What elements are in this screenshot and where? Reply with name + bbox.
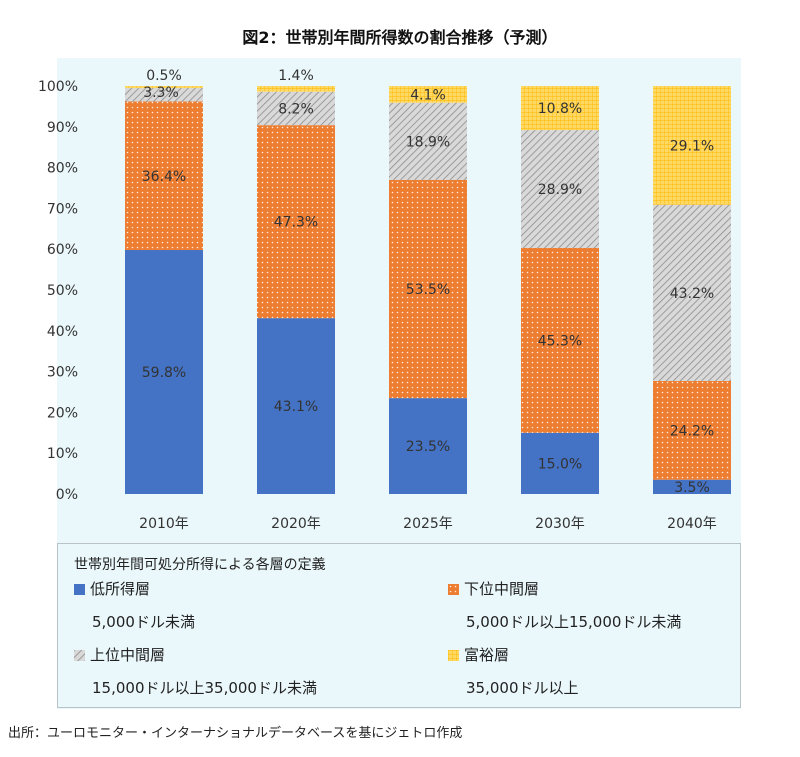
legend-label-low: 低所得層 [90, 580, 151, 598]
legend-box: 世帯別年間可処分所得による各層の定義 低所得層 5,000ドル未満 下位中間層 … [57, 543, 741, 708]
bar-segment-low [653, 479, 731, 494]
data-label: 47.3% [274, 215, 318, 231]
source-note: 出所：ユーロモニター・インターナショナルデータベースを基にジェトロ作成 [8, 726, 463, 741]
y-tick-label: 10% [47, 446, 78, 462]
data-label: 24.2% [670, 423, 714, 439]
data-label: 45.3% [538, 333, 582, 349]
legend-label-lower-middle: 下位中間層 [464, 580, 540, 598]
legend-desc-lower-middle: 5,000ドル以上15,000ドル未満 [466, 613, 682, 631]
bar-segment-upper-middle [653, 204, 731, 381]
data-label: 28.9% [538, 182, 582, 198]
data-label: 3.3% [143, 85, 179, 101]
bar-segment-low [521, 432, 599, 494]
x-tick-label: 2010年 [139, 516, 189, 532]
bar-segment-wealthy [257, 86, 335, 92]
y-tick-label: 0% [56, 487, 78, 503]
bar-segment-upper-middle [257, 91, 335, 126]
y-tick-label: 30% [47, 365, 78, 381]
x-tick-label: 2020年 [271, 516, 321, 532]
data-label: 43.2% [670, 286, 714, 302]
legend-desc-low: 5,000ドル未満 [92, 613, 195, 631]
chart-title: 図2：世帯別年間所得数の割合推移（予測） [242, 28, 558, 47]
data-label: 10.8% [538, 101, 582, 117]
y-tick-label: 80% [47, 161, 78, 177]
legend-item-upper-middle: 上位中間層 [74, 644, 165, 665]
bar-segment-lower-middle [653, 380, 731, 480]
legend-label-wealthy: 富裕層 [464, 646, 510, 664]
bar-segment-lower-middle [257, 125, 335, 319]
y-tick-label: 20% [47, 405, 78, 421]
data-label: 8.2% [278, 101, 314, 117]
y-tick-label: 70% [47, 201, 78, 217]
data-label: 59.8% [142, 365, 186, 381]
data-label: 23.5% [406, 439, 450, 455]
data-label: 3.5% [674, 480, 710, 496]
bar-segment-wealthy [653, 86, 731, 205]
bar-segment-low [389, 398, 467, 494]
y-tick-label: 90% [47, 120, 78, 136]
bar-segment-lower-middle [389, 179, 467, 399]
data-label: 4.1% [410, 87, 446, 103]
legend-swatch-lower-middle [448, 584, 459, 595]
data-label: 29.1% [670, 138, 714, 154]
y-tick-label: 50% [47, 283, 78, 299]
x-tick-label: 2030年 [535, 516, 585, 532]
legend-swatch-upper-middle [74, 650, 85, 661]
legend-item-lower-middle: 下位中間層 [448, 578, 539, 599]
bar-segment-wealthy [389, 86, 467, 103]
y-tick-label: 60% [47, 242, 78, 258]
legend-item-wealthy: 富裕層 [448, 644, 509, 665]
legend-desc-upper-middle: 15,000ドル以上35,000ドル未満 [92, 679, 317, 697]
data-label: 15.0% [538, 456, 582, 472]
bar-segment-lower-middle [521, 247, 599, 433]
data-label: 43.1% [274, 399, 318, 415]
y-tick-label: 100% [38, 79, 78, 95]
x-tick-label: 2025年 [403, 516, 453, 532]
legend-desc-wealthy: 35,000ドル以上 [466, 679, 579, 697]
bar-segment-low [125, 250, 203, 494]
bar-segment-upper-middle [521, 130, 599, 248]
legend-title: 世帯別年間可処分所得による各層の定義 [74, 557, 326, 573]
data-label: 0.5% [146, 68, 182, 84]
data-label: 18.9% [406, 134, 450, 150]
bar-segment-lower-middle [125, 101, 203, 251]
data-label: 53.5% [406, 282, 450, 298]
legend-swatch-low [74, 584, 85, 595]
x-tick-label: 2040年 [667, 516, 717, 532]
bar-segment-upper-middle [125, 88, 203, 102]
bar-segment-wealthy [521, 86, 599, 131]
bar-segment-low [257, 318, 335, 494]
data-label: 36.4% [142, 169, 186, 185]
bar-segment-wealthy [125, 86, 203, 89]
legend-swatch-wealthy [448, 650, 459, 661]
y-tick-label: 40% [47, 324, 78, 340]
legend-item-low: 低所得層 [74, 578, 150, 599]
legend-label-upper-middle: 上位中間層 [90, 646, 166, 664]
data-label: 1.4% [278, 68, 314, 84]
bar-segment-upper-middle [389, 102, 467, 180]
